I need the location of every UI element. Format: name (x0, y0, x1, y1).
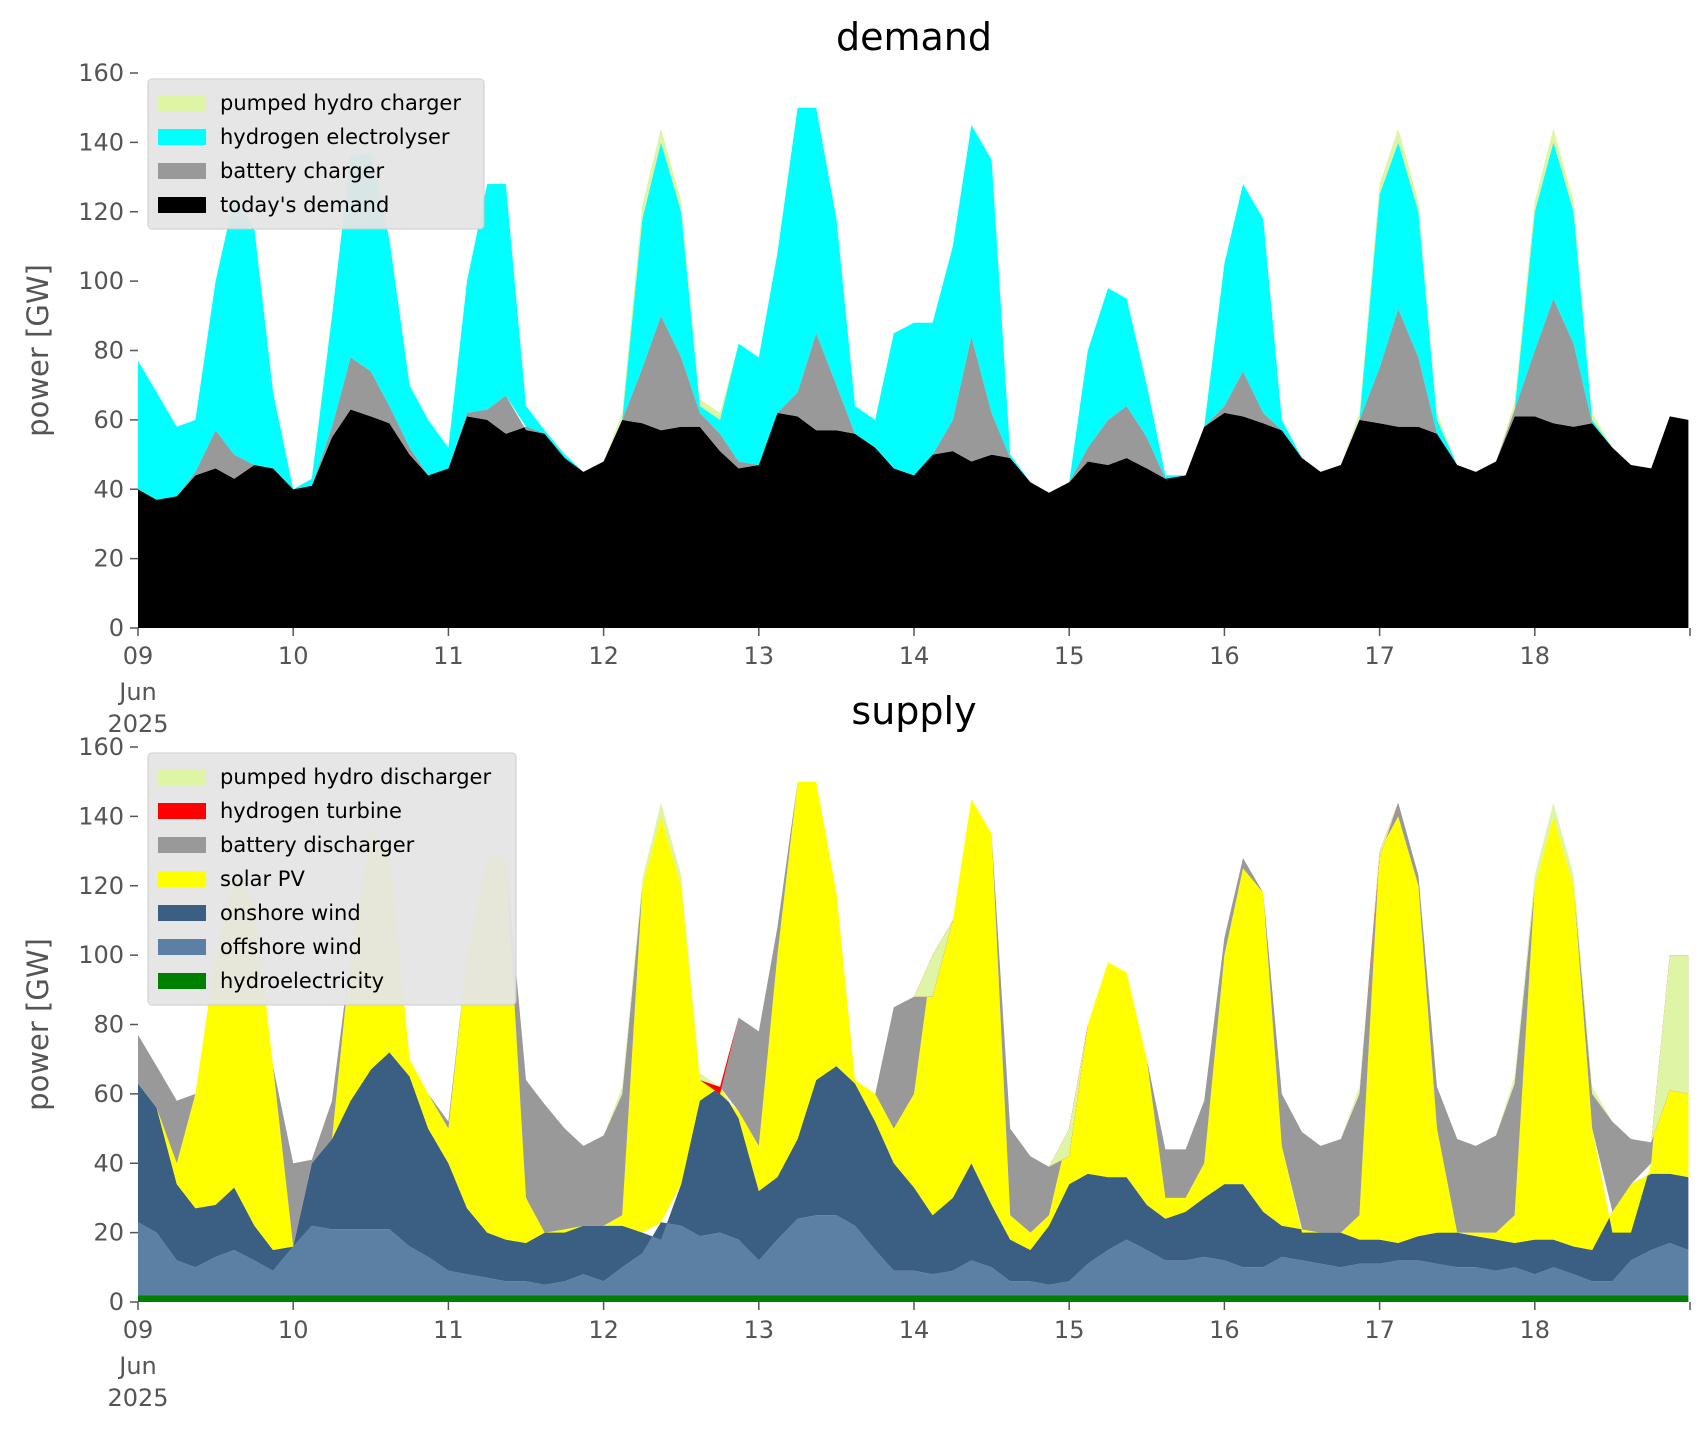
x-tick-label: 13 (744, 1316, 775, 1344)
x-tick-label: 17 (1364, 1316, 1395, 1344)
legend-swatch (158, 129, 206, 145)
x-tick-label: 13 (744, 642, 775, 670)
x-tick-label: 09 (123, 642, 154, 670)
chart-panel-supply: 0 20 40 60 80 100 120 140 160 09 10 11 12 13 14 15 16 17 1… (21, 689, 1691, 1412)
x-tick-label: 16 (1209, 1316, 1240, 1344)
area-series-solar-pv (138, 781, 1689, 1250)
x-tick-label: 14 (899, 1316, 930, 1344)
x-tick-label: 12 (588, 1316, 619, 1344)
legend-swatch (158, 905, 206, 921)
y-tick-label: 160 (78, 59, 124, 87)
legend-label: offshore wind (220, 935, 362, 959)
area-series-battery-charger (138, 298, 1689, 500)
y-tick-label: 0 (109, 614, 124, 642)
area-series-hydrogen-electrolyser (138, 107, 1689, 500)
legend-label: today's demand (220, 193, 389, 217)
legend-swatch (158, 973, 206, 989)
x-tick-label: 16 (1209, 642, 1240, 670)
chart-title: supply (851, 689, 976, 733)
legend-label: solar PV (220, 867, 305, 891)
x-tick-label: 12 (588, 642, 619, 670)
x-tick-label: 10 (278, 1316, 309, 1344)
legend-swatch (158, 803, 206, 819)
legend-swatch (158, 95, 206, 111)
y-tick-label: 100 (78, 941, 124, 969)
x-tick-label: 18 (1520, 1316, 1551, 1344)
x-tick-label: 10 (278, 642, 309, 670)
x-tick-label: 11 (433, 1316, 464, 1344)
y-tick-label: 160 (78, 733, 124, 761)
legend-label: pumped hydro discharger (220, 765, 491, 789)
y-tick-label: 0 (109, 1288, 124, 1316)
y-tick-label: 40 (93, 475, 124, 503)
legend-swatch (158, 871, 206, 887)
y-tick-label: 60 (93, 406, 124, 434)
legend-label: hydrogen electrolyser (220, 125, 450, 149)
legend-swatch (158, 837, 206, 853)
x-tick-label: 15 (1054, 642, 1085, 670)
legend-label: battery discharger (220, 833, 415, 857)
y-tick-label: 20 (93, 545, 124, 573)
y-tick-label: 40 (93, 1149, 124, 1177)
y-tick-label: 120 (78, 872, 124, 900)
y-tick-label: 60 (93, 1080, 124, 1108)
area-series-today-s-demand (138, 409, 1689, 628)
y-axis-label: power [GW] (21, 264, 55, 437)
y-tick-label: 80 (93, 1011, 124, 1039)
area-series-offshore-wind (138, 1215, 1689, 1296)
legend-swatch (158, 939, 206, 955)
x-tick-label: 18 (1520, 642, 1551, 670)
y-tick-label: 120 (78, 198, 124, 226)
legend-label: battery charger (220, 159, 385, 183)
y-tick-label: 20 (93, 1219, 124, 1247)
chart-panel-demand: 0 20 40 60 80 100 120 140 160 09 10 11 12 13 14 15 16 17 1… (21, 15, 1691, 738)
y-tick-label: 100 (78, 267, 124, 295)
x-tick-label: 09 (123, 1316, 154, 1344)
y-tick-label: 140 (78, 802, 124, 830)
x-tick-sublabel: Jun (117, 1352, 157, 1380)
legend-box (147, 752, 517, 1006)
area-series-battery-discharger (138, 781, 1689, 1247)
y-axis-label: power [GW] (21, 938, 55, 1111)
legend-swatch (158, 769, 206, 785)
legend-label: onshore wind (220, 901, 361, 925)
x-tick-sublabel: 2025 (107, 1384, 168, 1412)
x-tick-label: 15 (1054, 1316, 1085, 1344)
x-tick-label: 17 (1364, 642, 1395, 670)
x-tick-sublabel: 2025 (107, 710, 168, 738)
legend-box (147, 78, 485, 230)
legend-label: pumped hydro charger (220, 91, 461, 115)
legend-label: hydroelectricity (220, 969, 384, 993)
x-tick-label: 11 (433, 642, 464, 670)
y-tick-label: 80 (93, 337, 124, 365)
chart-title: demand (836, 15, 992, 59)
area-series-onshore-wind (138, 1052, 1689, 1285)
y-tick-label: 140 (78, 128, 124, 156)
x-tick-sublabel: Jun (117, 678, 157, 706)
area-series-hydroelectricity (138, 1295, 1689, 1302)
x-tick-label: 14 (899, 642, 930, 670)
legend-swatch (158, 163, 206, 179)
legend-swatch (158, 197, 206, 213)
legend-label: hydrogen turbine (220, 799, 402, 823)
